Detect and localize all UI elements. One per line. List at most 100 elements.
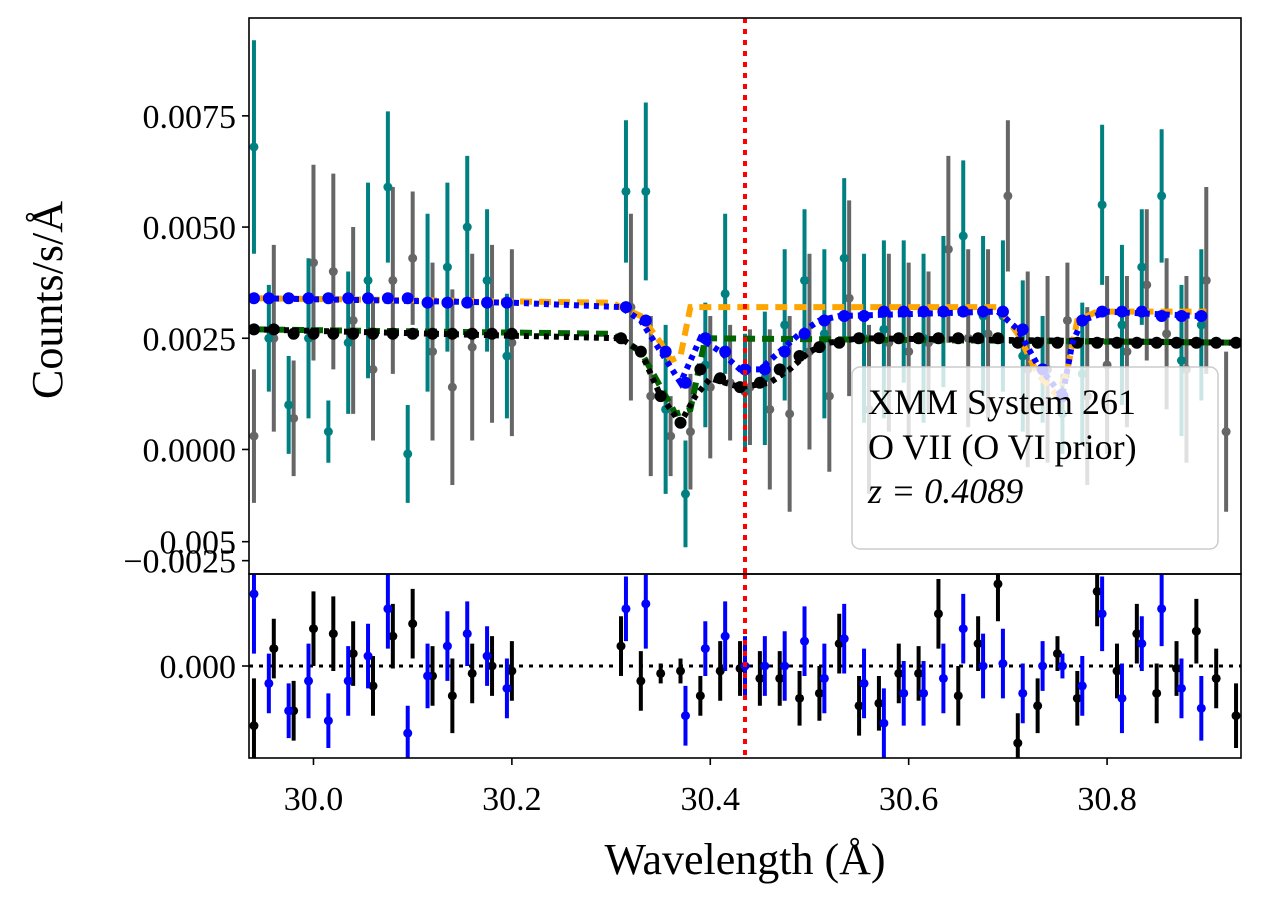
data-2-point bbox=[780, 320, 790, 330]
model-black-marker bbox=[426, 327, 439, 340]
model-black-marker bbox=[634, 345, 647, 358]
residual-blue-point bbox=[1038, 661, 1048, 671]
data-2-point bbox=[1137, 262, 1147, 272]
model-black-marker bbox=[912, 332, 925, 345]
model-blue-marker bbox=[461, 296, 474, 309]
residual-blue-point bbox=[621, 604, 631, 614]
residual-black-point bbox=[715, 666, 725, 676]
residual-black-point bbox=[676, 666, 686, 676]
residual-black-point bbox=[1013, 738, 1023, 748]
residual-blue-point bbox=[680, 711, 690, 721]
data-1-point bbox=[765, 404, 775, 414]
model-blue-marker bbox=[421, 296, 434, 309]
model-blue-marker bbox=[500, 296, 513, 309]
residual-blue-point bbox=[502, 683, 512, 693]
residual-black-point bbox=[755, 673, 765, 683]
data-1-point bbox=[289, 413, 299, 423]
data-1-point bbox=[507, 338, 517, 348]
model-black-marker bbox=[952, 332, 965, 345]
legend-line-system: XMM System 261 bbox=[868, 382, 1136, 422]
model-black-marker bbox=[674, 416, 687, 429]
main-y-ticks: −0.0025 0.0000 0.0025 0.0050 0.0075 bbox=[123, 99, 249, 581]
data-2-point bbox=[720, 289, 730, 299]
model-black-marker bbox=[1190, 336, 1203, 349]
model-black-marker bbox=[1210, 336, 1223, 349]
data-2-point bbox=[403, 449, 413, 459]
model-blue-marker bbox=[381, 292, 394, 305]
residual-blue-point bbox=[363, 651, 373, 661]
model-blue-marker bbox=[1175, 310, 1188, 323]
data-2-point bbox=[323, 427, 333, 437]
residual-blue-point bbox=[343, 676, 353, 686]
model-black-marker bbox=[446, 327, 459, 340]
model-blue-marker bbox=[481, 296, 494, 309]
model-black-marker bbox=[694, 363, 707, 376]
residual-black-point bbox=[1191, 626, 1201, 636]
model-black-marker bbox=[773, 363, 786, 376]
residual-black-point bbox=[328, 629, 338, 639]
x-axis-ticks: 30.0 30.2 30.4 30.6 30.8 bbox=[284, 758, 1137, 818]
residual-black-point bbox=[269, 644, 279, 654]
model-blue-marker bbox=[302, 292, 315, 305]
model-blue-marker bbox=[619, 301, 632, 314]
residual-blue-point bbox=[919, 688, 929, 698]
residual-blue-point bbox=[899, 688, 909, 698]
data-1-point bbox=[646, 391, 656, 401]
residual-blue-point bbox=[1137, 639, 1147, 649]
data-1-point bbox=[904, 347, 914, 357]
model-black-marker bbox=[505, 327, 518, 340]
model-blue-marker bbox=[897, 305, 910, 318]
model-blue-marker bbox=[739, 363, 751, 376]
model-blue-marker bbox=[441, 296, 454, 309]
y-tick-label: −0.0025 bbox=[123, 544, 236, 581]
model-blue-marker bbox=[1135, 305, 1148, 318]
model-black-marker bbox=[654, 390, 667, 403]
residual-black-point bbox=[616, 641, 626, 651]
model-blue-marker bbox=[262, 292, 275, 305]
residual-blue-point bbox=[641, 599, 651, 609]
data-1-point bbox=[1062, 315, 1072, 325]
model-blue-marker bbox=[838, 310, 851, 323]
residual-black-point bbox=[1132, 629, 1142, 639]
data-1-point bbox=[408, 253, 418, 263]
model-blue-marker bbox=[778, 345, 791, 358]
model-blue-marker bbox=[877, 305, 890, 318]
residual-blue-point bbox=[1157, 604, 1167, 614]
model-black-marker bbox=[1011, 336, 1024, 349]
data-1-point bbox=[428, 347, 438, 357]
residual-panel: 0.000 0.005 bbox=[160, 525, 1242, 759]
model-black-marker bbox=[972, 332, 985, 345]
data-1-point bbox=[785, 409, 795, 419]
model-black-marker bbox=[932, 332, 945, 345]
model-blue-marker bbox=[679, 376, 692, 389]
model-black-marker bbox=[991, 332, 1004, 345]
residual-blue-point bbox=[304, 676, 314, 686]
data-2-point bbox=[800, 275, 810, 285]
residual-black-point bbox=[1072, 693, 1082, 703]
model-blue-marker bbox=[1155, 310, 1168, 323]
residual-black-point bbox=[467, 668, 477, 678]
model-black-marker bbox=[1130, 336, 1143, 349]
residual-black-point bbox=[1092, 586, 1102, 596]
model-blue-marker bbox=[342, 292, 355, 305]
legend-box: XMM System 261 O VII (O VI prior) z = 0.… bbox=[851, 366, 1219, 550]
residual-black-point bbox=[1211, 673, 1221, 683]
residual-black-point bbox=[814, 688, 824, 698]
residual-black-point bbox=[933, 609, 943, 619]
residual-blue-point bbox=[482, 651, 492, 661]
data-1-point bbox=[1221, 427, 1231, 437]
residual-black-point bbox=[1152, 688, 1162, 698]
residual-blue-point bbox=[1077, 681, 1087, 691]
model-black-marker bbox=[249, 323, 260, 336]
model-black-marker bbox=[486, 327, 499, 340]
data-2-point bbox=[1117, 320, 1127, 330]
residual-black-point bbox=[953, 691, 963, 701]
model-black-marker bbox=[406, 327, 419, 340]
legend-line-ion: O VII (O VI prior) bbox=[868, 427, 1137, 467]
residual-black-point bbox=[388, 631, 398, 641]
data-1-point bbox=[824, 391, 834, 401]
model-black-marker bbox=[872, 332, 885, 345]
data-1-point bbox=[1142, 280, 1152, 290]
x-axis-title: Wavelength (Å) bbox=[604, 835, 885, 884]
residual-black-point bbox=[973, 639, 983, 649]
